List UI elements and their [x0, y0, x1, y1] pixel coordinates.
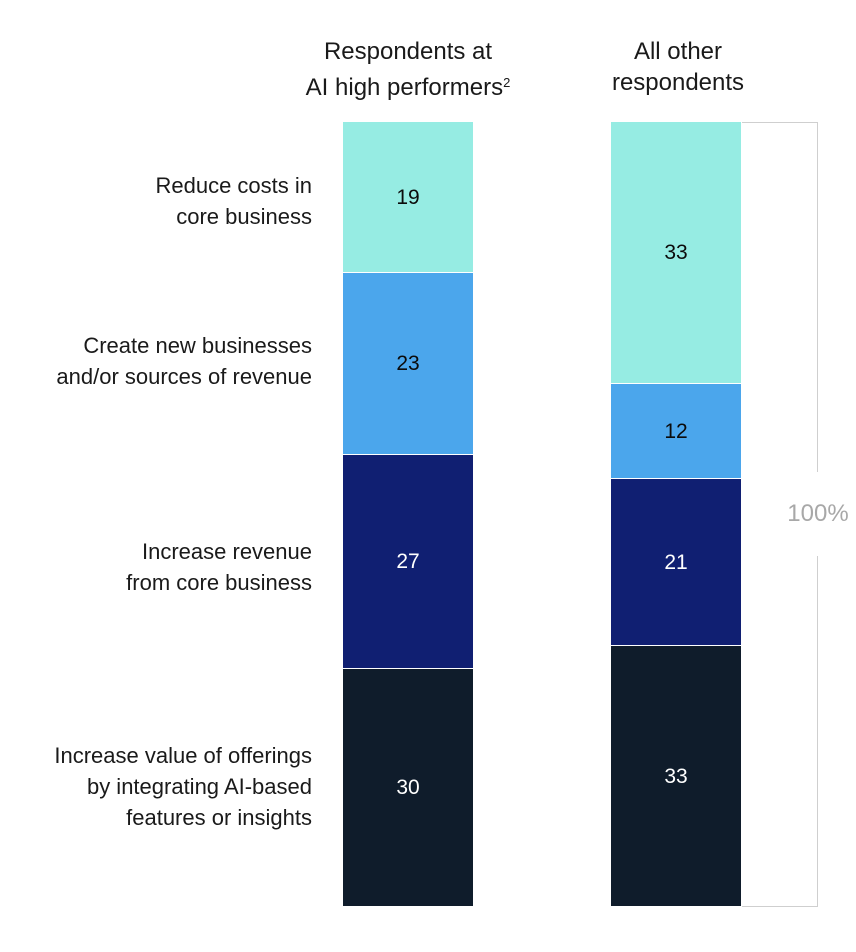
header-line1: All other — [633, 38, 723, 65]
data-label: 33 — [664, 241, 688, 264]
bar-segment-high-performers-increase-value: 30 — [343, 669, 473, 907]
segment-label-increase-value: Increase value of offerings by integrati… — [0, 740, 312, 833]
label-line: Increase value of offerings — [54, 743, 312, 768]
footnote-marker: 2 — [503, 75, 511, 90]
bar-segment-other-respondents-reduce-costs: 33 — [611, 122, 741, 384]
segment-label-increase-revenue: Increase revenue from core business — [0, 536, 312, 598]
header-line2: respondents — [611, 69, 745, 96]
total-label: 100% — [787, 500, 849, 527]
label-line: by integrating AI-based — [86, 774, 312, 799]
bracket-gap — [812, 472, 826, 556]
data-label: 19 — [396, 185, 420, 209]
bar-segment-high-performers-reduce-costs: 19 — [343, 122, 473, 273]
label-line: from core business — [126, 570, 312, 595]
data-label: 33 — [664, 764, 688, 788]
column-header-other-respondents: All other respondents — [558, 36, 798, 98]
bar-segment-other-respondents-new-businesses: 12 — [611, 384, 741, 479]
label-line: Reduce costs in — [155, 173, 312, 198]
bar-segment-other-respondents-increase-revenue: 21 — [611, 479, 741, 646]
segment-label-reduce-costs: Reduce costs in core business — [0, 170, 312, 232]
header-line2: AI high performers2 — [288, 67, 528, 103]
label-line: and/or sources of revenue — [56, 364, 312, 389]
bar-segment-high-performers-new-businesses: 23 — [343, 273, 473, 455]
segment-label-new-businesses: Create new businesses and/or sources of … — [0, 330, 312, 392]
label-line: Increase revenue — [142, 539, 312, 564]
label-line: Create new businesses — [83, 333, 312, 358]
bar-segment-other-respondents-increase-value: 33 — [611, 646, 741, 907]
data-label: 30 — [396, 776, 420, 799]
label-line: features or insights — [126, 805, 312, 830]
header-line1: Respondents at — [323, 38, 493, 65]
data-label: 23 — [396, 352, 420, 375]
data-label: 12 — [664, 419, 688, 443]
bar-segment-high-performers-increase-revenue: 27 — [343, 455, 473, 669]
data-label: 21 — [664, 550, 688, 574]
label-line: core business — [176, 204, 312, 229]
data-label: 27 — [396, 550, 420, 573]
column-header-high-performers: Respondents at AI high performers2 — [288, 36, 528, 103]
header-line2-text: AI high performers — [305, 74, 504, 101]
